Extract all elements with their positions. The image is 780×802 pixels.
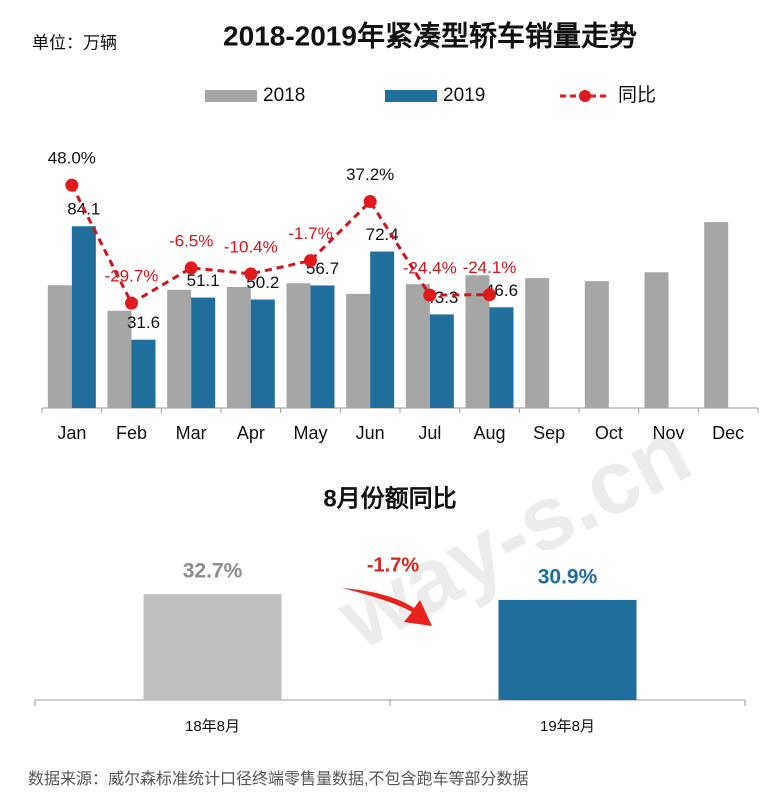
line-point <box>244 267 258 281</box>
bar <box>644 272 669 408</box>
data-label: -10.4% <box>224 237 278 256</box>
line <box>70 184 490 306</box>
x-tick-label: Jun <box>356 423 385 443</box>
x-tick-label: Oct <box>595 423 623 443</box>
legend-swatch <box>385 90 437 102</box>
bar <box>47 285 72 408</box>
line-point <box>65 178 79 192</box>
line-point <box>125 296 138 310</box>
legend-marker <box>579 90 591 102</box>
source-note: 数据来源：威尔森标准统计口径终端零售量数据,不包含跑车等部分数据 <box>28 770 528 788</box>
bar <box>310 285 335 408</box>
bar <box>489 307 514 408</box>
x-tick-label: Dec <box>712 423 744 443</box>
x-tick-label: Aug <box>473 423 505 443</box>
line-point <box>304 254 317 268</box>
x-tick-label: Apr <box>237 423 265 443</box>
x-tick-label: Feb <box>116 423 147 443</box>
line-point <box>184 261 198 275</box>
line-point <box>363 195 377 209</box>
bar <box>250 299 275 408</box>
data-label: -1.7% <box>288 224 332 243</box>
unit-note: 单位：万辆 <box>32 33 117 52</box>
bar <box>71 226 96 408</box>
x-tick-label: Mar <box>176 423 207 443</box>
line-point <box>483 288 496 302</box>
x-tick-label: Jan <box>57 423 86 443</box>
bar <box>226 286 251 408</box>
data-label: 48.0% <box>48 149 96 168</box>
x-tick-label: Sep <box>533 423 565 443</box>
data-label: 37.2% <box>346 165 394 184</box>
x-tick-label: 19年8月 <box>540 718 595 735</box>
bar <box>191 297 216 408</box>
bar <box>346 293 371 408</box>
legend-label: 同比 <box>618 84 656 106</box>
bar <box>525 278 550 408</box>
bar <box>584 281 609 408</box>
bar <box>107 310 132 408</box>
legend-label: 2018 <box>263 85 305 106</box>
data-label: 32.7% <box>183 560 243 583</box>
data-label: -24.1% <box>463 258 517 277</box>
bar <box>429 314 454 408</box>
bar <box>143 594 282 700</box>
chart-title: 8月份额同比 <box>323 485 456 512</box>
arrow <box>342 588 432 626</box>
bar <box>370 251 395 408</box>
legend-label: 2019 <box>443 85 485 106</box>
bar <box>405 284 430 408</box>
bar <box>131 339 156 408</box>
data-label: -6.5% <box>169 231 213 250</box>
chart-title: 2018-2019年紧凑型轿车销量走势 <box>223 19 637 51</box>
x-tick-label: 18年8月 <box>185 718 240 735</box>
data-label: -24.4% <box>403 259 457 278</box>
line-point <box>423 288 437 302</box>
x-tick-label: May <box>293 423 327 443</box>
annotation: -1.7% <box>367 554 419 576</box>
data-label: 31.6 <box>127 313 160 332</box>
legend-swatch <box>205 90 257 102</box>
data-label: 72.4 <box>366 225 399 244</box>
bar <box>286 283 311 408</box>
bar <box>167 289 192 408</box>
bar <box>704 222 729 408</box>
x-tick-label: Nov <box>652 423 684 443</box>
x-tick-label: Jul <box>418 423 441 443</box>
bar <box>498 599 637 700</box>
data-label: 51.1 <box>187 271 220 290</box>
data-label: -29.7% <box>105 267 159 286</box>
data-label: 30.9% <box>538 565 598 588</box>
